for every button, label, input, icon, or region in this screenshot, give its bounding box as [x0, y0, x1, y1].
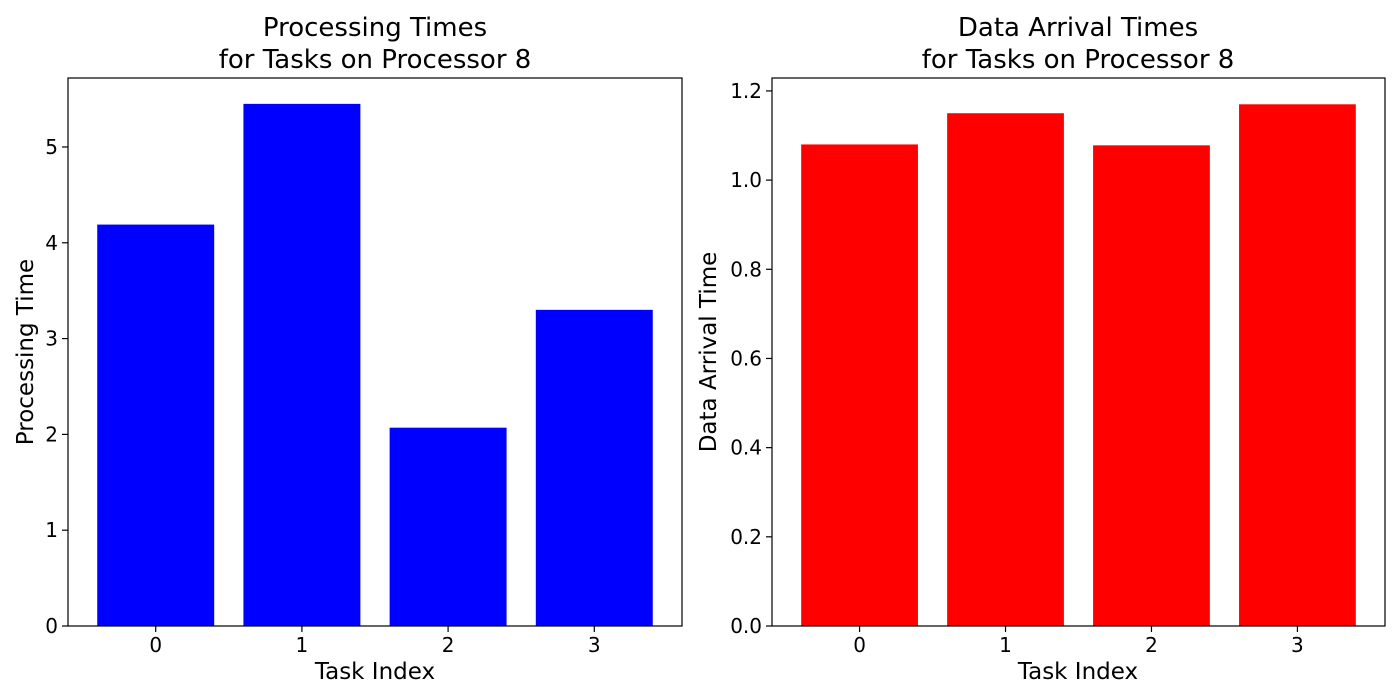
- x-axis-label: Task Index: [314, 659, 435, 685]
- ticks: 0 1 2 3 0 1 2 3 4 5: [45, 135, 600, 657]
- y-tick-label: 0.2: [730, 525, 762, 549]
- processing-times-chart: Processing Times for Tasks on Processor …: [13, 13, 683, 685]
- x-tick-label: 1: [999, 633, 1012, 657]
- y-tick-label: 4: [45, 231, 58, 255]
- bars: [97, 103, 653, 627]
- y-tick-label: 0.6: [730, 346, 762, 370]
- x-axis-label: Task Index: [1017, 659, 1138, 685]
- y-tick-label: 0.8: [730, 257, 762, 281]
- x-tick-label: 0: [149, 633, 162, 657]
- x-tick-label: 3: [1291, 633, 1304, 657]
- y-tick-label: 5: [45, 135, 58, 159]
- chart-title-line-1: Data Arrival Times: [958, 13, 1198, 43]
- bar-task-3: [1239, 104, 1356, 627]
- bar-task-2: [389, 427, 507, 626]
- bar-task-2: [1093, 145, 1210, 626]
- ticks: 0 1 2 3 0.0 0.2 0.4 0.6 0.8 1.0 1.2: [730, 79, 1304, 657]
- chart-title-line-2: for Tasks on Processor 8: [219, 45, 532, 75]
- y-tick-label: 1.0: [730, 168, 762, 192]
- chart-title-line-2: for Tasks on Processor 8: [922, 45, 1235, 75]
- bar-task-3: [535, 309, 653, 626]
- y-tick-label: 3: [45, 327, 58, 351]
- x-tick-label: 1: [296, 633, 309, 657]
- chart-title-line-1: Processing Times: [263, 13, 487, 43]
- y-axis-label: Processing Time: [13, 259, 39, 445]
- plot-frame: [771, 77, 1386, 627]
- x-tick-label: 3: [588, 633, 601, 657]
- bar-task-0: [97, 224, 215, 626]
- y-tick-label: 1.2: [730, 79, 762, 103]
- x-tick-label: 2: [1145, 633, 1158, 657]
- x-tick-label: 0: [853, 633, 866, 657]
- y-tick-label: 1: [45, 518, 58, 542]
- plot-frame: [67, 77, 683, 627]
- bar-task-1: [947, 113, 1064, 626]
- bar-task-1: [243, 103, 361, 627]
- y-tick-label: 0.0: [730, 614, 762, 638]
- y-tick-label: 0: [45, 614, 58, 638]
- y-tick-label: 2: [45, 422, 58, 446]
- x-tick-label: 2: [442, 633, 455, 657]
- y-axis-label: Data Arrival Time: [696, 252, 722, 453]
- data-arrival-times-chart: Data Arrival Times for Tasks on Processo…: [696, 13, 1386, 685]
- bar-task-0: [801, 144, 918, 627]
- y-tick-label: 0.4: [730, 436, 762, 460]
- bars: [801, 104, 1356, 627]
